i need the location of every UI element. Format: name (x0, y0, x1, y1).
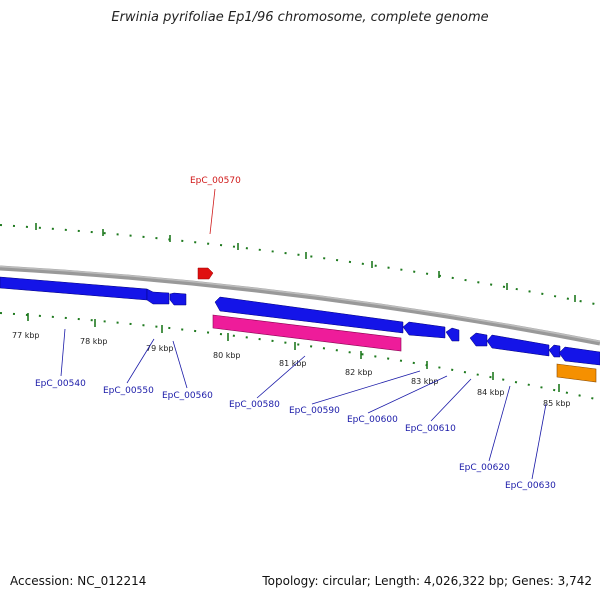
trna-feature[interactable] (556, 363, 597, 383)
gene-EpC_00540[interactable] (0, 276, 148, 301)
genome-stats-text: Topology: circular; Length: 4,026,322 bp… (262, 574, 592, 588)
rrna-feature[interactable] (212, 314, 402, 352)
gene-EpC_00630[interactable] (558, 346, 600, 366)
outer-ruler-major-ticks (35, 223, 576, 302)
gene-label[interactable]: EpC_00550 (103, 386, 154, 396)
gene-EpC_00550[interactable] (146, 288, 170, 305)
scale-label: 81 kbp (279, 359, 307, 368)
gene-labels: EpC_00540 EpC_00550 EpC_00560 EpC_00570 … (35, 176, 556, 491)
gene-label[interactable]: EpC_00620 (459, 463, 510, 473)
scale-label: 79 kbp (146, 344, 174, 353)
scale-label: 83 kbp (411, 377, 439, 386)
gene-EpC_00560[interactable] (169, 292, 187, 306)
scale-label: 77 kbp (12, 331, 40, 340)
gene-EpC_00590[interactable] (402, 321, 446, 339)
outer-ruler (0, 224, 600, 306)
gene-label[interactable]: EpC_00630 (505, 481, 556, 491)
map-title: Erwinia pyrifoliae Ep1/96 chromosome, co… (111, 10, 489, 25)
gene-label-highlight[interactable]: EpC_00570 (190, 176, 241, 186)
scale-labels: 77 kbp 78 kbp 79 kbp 80 kbp 81 kbp 82 kb… (12, 331, 571, 408)
scale-label: 84 kbp (477, 388, 505, 397)
genome-backbone-highlight (0, 265, 600, 343)
gene-label[interactable]: EpC_00540 (35, 379, 86, 389)
gene-EpC_00610[interactable] (469, 332, 488, 347)
gene-label[interactable]: EpC_00560 (162, 391, 213, 401)
inner-ruler-major-ticks (27, 313, 560, 392)
gene-label[interactable]: EpC_00590 (289, 406, 340, 416)
gene-label[interactable]: EpC_00580 (229, 400, 280, 410)
gene-EpC_00580[interactable] (214, 296, 404, 334)
accession-text: Accession: NC_012214 (10, 574, 147, 588)
scale-label: 80 kbp (213, 351, 241, 360)
gene-EpC_00600[interactable] (445, 327, 460, 342)
genome-backbone (0, 265, 600, 346)
gene-label[interactable]: EpC_00600 (347, 415, 398, 425)
reverse-strand-genes (0, 276, 600, 366)
label-leader-lines (60, 188, 547, 480)
gene-EpC_00620[interactable] (486, 334, 550, 357)
gene-label[interactable]: EpC_00610 (405, 424, 456, 434)
inner-ruler (0, 312, 600, 401)
gene-EpC_00625[interactable] (548, 344, 561, 358)
gene-EpC_00570[interactable] (197, 267, 214, 280)
scale-label: 78 kbp (80, 337, 108, 346)
scale-label: 82 kbp (345, 368, 373, 377)
scale-label: 85 kbp (543, 399, 571, 408)
